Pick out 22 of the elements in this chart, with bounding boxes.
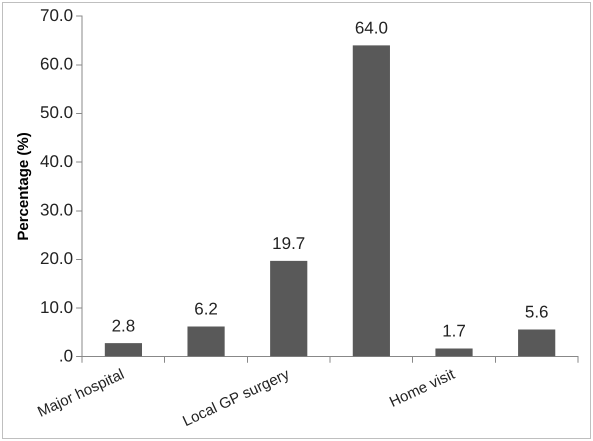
data-label: 64.0 [354, 18, 388, 38]
y-tick-label: 40.0 [40, 152, 74, 171]
bar [435, 348, 473, 356]
bar [104, 343, 142, 356]
y-tick-label: 20.0 [40, 249, 74, 268]
data-label: 19.7 [272, 234, 306, 254]
y-tick-label: 10.0 [40, 298, 74, 317]
y-tick-label: 60.0 [40, 54, 74, 74]
y-tick-label: 30.0 [40, 200, 74, 220]
data-label: 2.8 [112, 316, 136, 336]
data-label: 6.2 [194, 300, 218, 319]
bar [518, 329, 556, 356]
data-label: 1.7 [442, 322, 466, 341]
y-tick-label: 70.0 [40, 6, 74, 25]
y-tick-label: .0 [58, 346, 74, 366]
y-axis-title: Percentage (%) [15, 132, 32, 241]
x-tick-label: Home visit [386, 365, 458, 411]
y-tick-label: 50.0 [40, 103, 74, 122]
bar [352, 45, 390, 356]
data-label: 5.6 [524, 302, 548, 322]
bar [187, 326, 225, 356]
bar [270, 260, 308, 356]
